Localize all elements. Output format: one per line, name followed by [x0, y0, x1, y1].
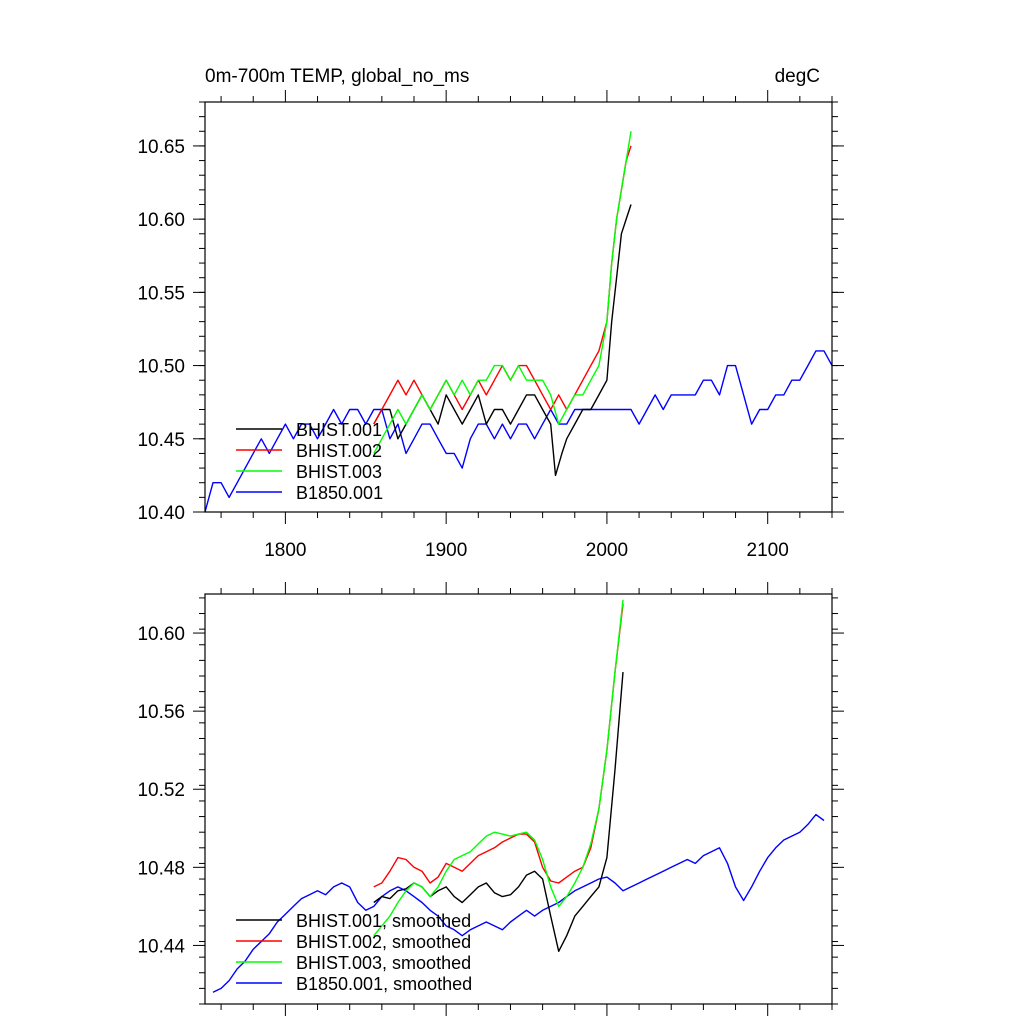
y-tick-label: 10.50	[137, 357, 185, 378]
title-left: 0m-700m TEMP, global_no_ms	[205, 66, 469, 87]
y-tick-label: 10.48	[137, 858, 185, 879]
series-line-1	[373, 603, 624, 888]
legend-label-0: BHIST.001	[296, 420, 382, 440]
series-line-3	[212, 813, 825, 993]
bottom-panel: 10.44 10.48 10.52 10.56 10.60 BHIST.001, smo…	[137, 582, 844, 1016]
series-line-1	[373, 145, 632, 425]
bottom-series-group	[212, 599, 825, 993]
series-line-3	[204, 350, 833, 513]
top-axes: 1800 1900 2000 2100 10.40 10.45 10.50 10.55 10.6…	[137, 90, 844, 561]
legend-label-1: BHIST.002	[296, 441, 382, 461]
x-tick-label: 2100	[747, 540, 789, 561]
series-line-2	[373, 599, 624, 937]
legend-label-3: B1850.001, smoothed	[296, 974, 472, 994]
legend-label-3: B1850.001	[296, 483, 383, 503]
series-line-0	[373, 672, 624, 952]
legend-label-2: BHIST.003, smoothed	[296, 953, 471, 973]
y-tick-label: 10.45	[137, 430, 185, 451]
legend-label-0: BHIST.001, smoothed	[296, 911, 471, 931]
y-tick-label: 10.55	[137, 283, 185, 304]
x-tick-label: 1900	[425, 540, 467, 561]
legend-label-2: BHIST.003	[296, 462, 382, 482]
y-tick-label: 10.60	[137, 210, 185, 231]
series-line-2	[373, 131, 632, 454]
x-tick-label: 2000	[586, 540, 628, 561]
title-right: degC	[775, 66, 820, 87]
legend-label-1: BHIST.002, smoothed	[296, 932, 471, 952]
series-line-0	[373, 204, 632, 477]
y-tick-label: 10.60	[137, 624, 185, 645]
top-panel: 0m-700m TEMP, global_no_ms degC 1800 1900…	[137, 66, 844, 561]
y-tick-label: 10.65	[137, 137, 185, 158]
y-tick-label: 10.52	[137, 780, 185, 801]
bottom-axes: 10.44 10.48 10.52 10.56 10.60	[137, 582, 844, 1016]
y-tick-label: 10.40	[137, 503, 185, 524]
y-tick-label: 10.56	[137, 702, 185, 723]
top-frame	[204, 101, 833, 513]
bottom-frame	[204, 593, 833, 1005]
x-tick-label: 1800	[264, 540, 306, 561]
top-series-group	[204, 131, 833, 513]
y-tick-label: 10.44	[137, 936, 185, 957]
